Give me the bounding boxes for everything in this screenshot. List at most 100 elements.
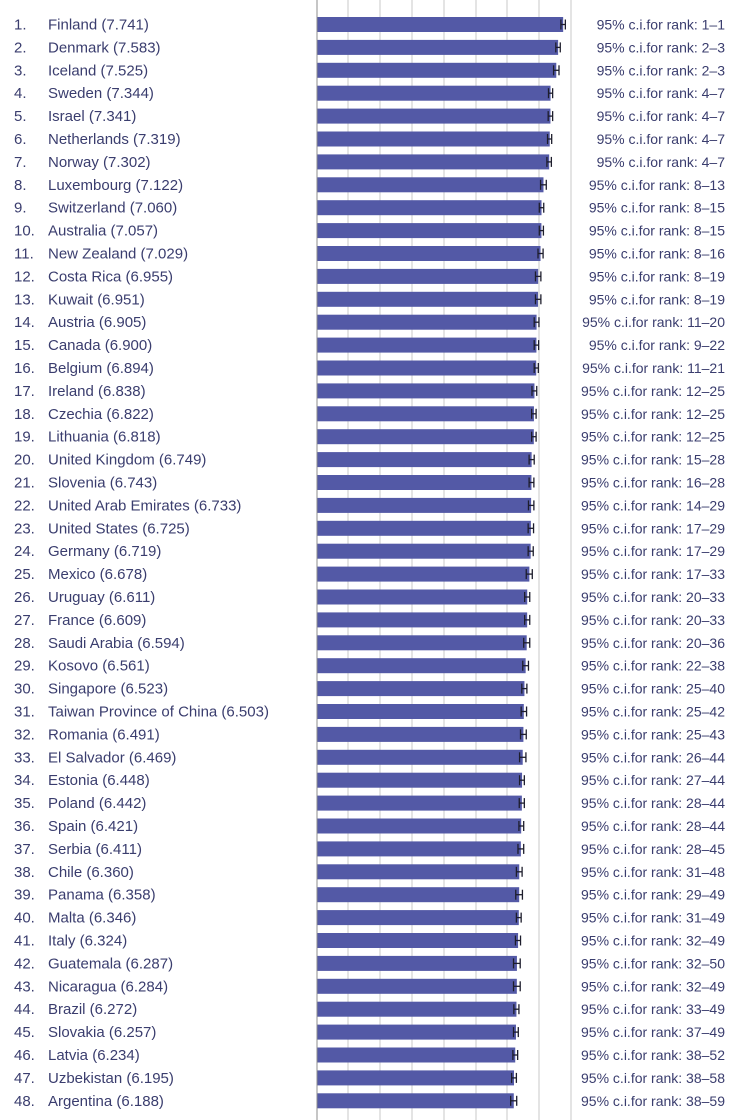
ci-whisker: [546, 134, 553, 144]
ci-rank-label: 95% c.i.for rank: 22–38: [581, 658, 725, 674]
bar: [317, 795, 522, 811]
ci-rank-label: 95% c.i.for rank: 32–49: [581, 978, 725, 994]
ci-whisker: [521, 683, 528, 694]
ci-rank-label: 95% c.i.for rank: 29–49: [581, 887, 725, 903]
bar: [317, 635, 527, 651]
rank-number: 10.: [14, 223, 35, 240]
country-label: Uzbekistan (6.195): [48, 1070, 174, 1087]
ci-rank-label: 95% c.i.for rank: 8–15: [589, 223, 725, 239]
bar: [317, 1070, 515, 1086]
country-label: Belgium (6.894): [48, 360, 154, 377]
bar: [317, 749, 523, 765]
ci-rank-label: 95% c.i.for rank: 12–25: [581, 383, 725, 399]
bar: [317, 1024, 516, 1040]
country-label: Estonia (6.448): [48, 772, 150, 789]
ci-whisker: [528, 477, 535, 488]
ci-whisker: [539, 179, 547, 190]
country-label: Austria (6.905): [48, 314, 146, 331]
rank-number: 25.: [14, 566, 35, 583]
rank-number: 9.: [14, 200, 27, 217]
bar: [317, 864, 520, 880]
ci-rank-label: 95% c.i.for rank: 27–44: [581, 772, 725, 788]
ci-whisker: [538, 225, 545, 236]
country-label: United Kingdom (6.749): [48, 452, 206, 469]
rank-number: 15.: [14, 337, 35, 354]
ci-rank-label: 95% c.i.for rank: 12–25: [581, 429, 725, 445]
ci-whisker: [518, 752, 527, 763]
rank-number: 26.: [14, 589, 35, 606]
country-label: Mexico (6.678): [48, 566, 147, 583]
bar: [317, 566, 530, 582]
bar: [317, 223, 542, 239]
ci-whisker: [518, 775, 525, 786]
ci-rank-label: 95% c.i.for rank: 31–48: [581, 864, 725, 880]
ci-whisker: [514, 935, 522, 946]
ci-whisker: [523, 637, 531, 648]
bar: [317, 17, 564, 32]
ci-rank-label: 95% c.i.for rank: 28–45: [581, 841, 725, 857]
bar: [317, 131, 550, 147]
country-label: Poland (6.442): [48, 795, 146, 812]
rank-number: 31.: [14, 704, 35, 721]
ci-whisker: [533, 363, 539, 373]
rank-number: 21.: [14, 475, 35, 492]
rank-number: 35.: [14, 795, 35, 812]
rank-number: 46.: [14, 1047, 35, 1064]
rank-number: 6.: [14, 131, 27, 148]
ci-rank-label: 95% c.i.for rank: 1–1: [597, 17, 726, 33]
bar: [317, 383, 535, 399]
ci-rank-label: 95% c.i.for rank: 12–25: [581, 406, 725, 422]
ci-whisker: [515, 866, 523, 877]
country-label: Malta (6.346): [48, 910, 136, 927]
ci-rank-label: 95% c.i.for rank: 37–49: [581, 1024, 725, 1040]
country-label: Spain (6.421): [48, 818, 138, 835]
ci-whisker: [515, 912, 522, 923]
ci-rank-label: 95% c.i.for rank: 17–33: [581, 566, 725, 582]
country-label: Lithuania (6.818): [48, 429, 161, 446]
country-label: Netherlands (7.319): [48, 131, 181, 148]
rank-number: 1.: [14, 17, 27, 34]
ci-whisker: [560, 19, 567, 30]
country-label: Israel (7.341): [48, 108, 136, 125]
country-label: Italy (6.324): [48, 933, 127, 950]
ci-rank-label: 95% c.i.for rank: 4–7: [597, 131, 726, 147]
bar: [317, 62, 557, 78]
rank-number: 17.: [14, 383, 35, 400]
ci-rank-label: 95% c.i.for rank: 11–21: [582, 360, 725, 376]
ci-rank-label: 95% c.i.for rank: 25–42: [581, 704, 725, 720]
rank-number: 29.: [14, 658, 35, 675]
ci-rank-label: 95% c.i.for rank: 26–44: [581, 749, 725, 765]
ci-whisker: [534, 271, 542, 282]
ci-rank-label: 95% c.i.for rank: 8–19: [589, 291, 725, 307]
ci-whisker: [518, 798, 525, 809]
country-label: Singapore (6.523): [48, 681, 168, 698]
country-label: Serbia (6.411): [48, 841, 142, 858]
ci-rank-label: 95% c.i.for rank: 38–52: [581, 1047, 725, 1063]
rank-number: 20.: [14, 452, 35, 469]
ci-rank-label: 95% c.i.for rank: 16–28: [581, 475, 725, 491]
bar: [317, 887, 520, 903]
country-label: Taiwan Province of China (6.503): [48, 704, 269, 721]
ci-rank-label: 95% c.i.for rank: 2–3: [597, 39, 726, 55]
rank-number: 24.: [14, 543, 35, 560]
country-label: Australia (7.057): [48, 223, 158, 240]
confidence-intervals: [510, 19, 567, 1106]
ci-whisker: [512, 958, 521, 969]
country-label: El Salvador (6.469): [48, 749, 176, 766]
country-label: Germany (6.719): [48, 543, 161, 560]
rank-ci-labels: 95% c.i.for rank: 1–1 95% c.i.for rank: 2…: [581, 17, 725, 1109]
rank-number: 5.: [14, 108, 27, 125]
bar: [317, 658, 526, 674]
ci-whisker: [533, 340, 540, 351]
rank-number: 22.: [14, 497, 35, 514]
ci-whisker: [525, 569, 533, 580]
rank-number: 38.: [14, 864, 35, 881]
ci-rank-label: 95% c.i.for rank: 14–29: [581, 497, 725, 513]
bar: [317, 268, 539, 284]
ci-rank-label: 95% c.i.for rank: 8–15: [589, 200, 725, 216]
bar: [317, 1093, 514, 1109]
bar: [317, 475, 532, 490]
bar: [317, 681, 525, 697]
country-label: Denmark (7.583): [48, 39, 161, 56]
ci-whisker: [513, 1004, 520, 1015]
